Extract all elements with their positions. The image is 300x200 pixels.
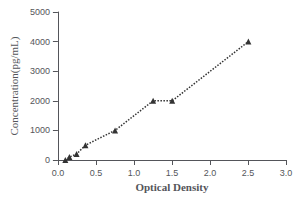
svg-text:2000: 2000 — [30, 96, 50, 106]
svg-text:1000: 1000 — [30, 125, 50, 135]
svg-text:3.0: 3.0 — [280, 168, 293, 178]
svg-text:2.0: 2.0 — [204, 168, 217, 178]
svg-text:3000: 3000 — [30, 66, 50, 76]
svg-text:5000: 5000 — [30, 7, 50, 17]
svg-text:Concentration(pg/mL): Concentration(pg/mL) — [8, 36, 21, 135]
svg-text:1.0: 1.0 — [128, 168, 141, 178]
svg-text:2.5: 2.5 — [242, 168, 255, 178]
svg-text:0: 0 — [45, 155, 50, 165]
svg-text:0.5: 0.5 — [90, 168, 103, 178]
svg-text:0.0: 0.0 — [52, 168, 65, 178]
svg-text:Optical Density: Optical Density — [135, 181, 209, 193]
svg-text:1.5: 1.5 — [166, 168, 179, 178]
svg-text:4000: 4000 — [30, 37, 50, 47]
